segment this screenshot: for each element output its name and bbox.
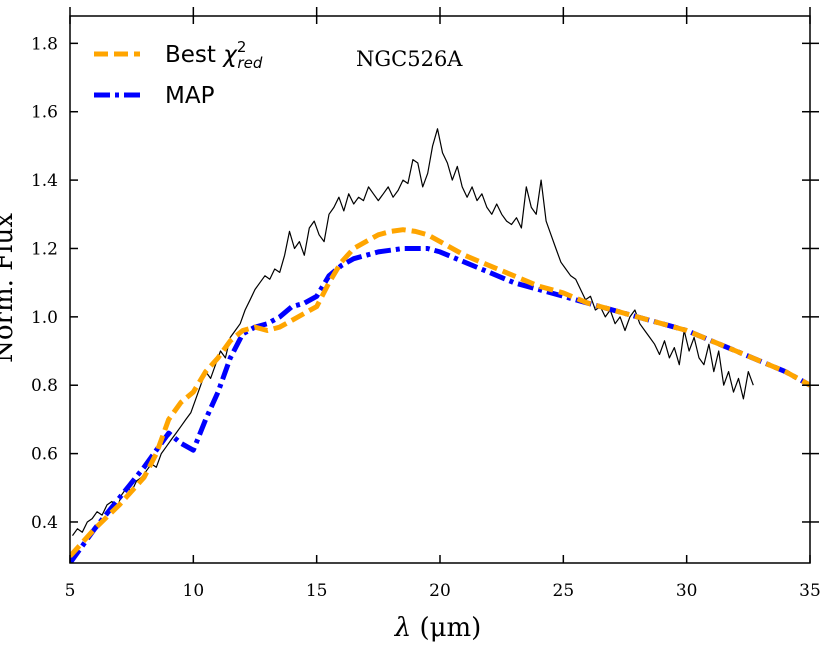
object-annotation: NGC526A: [356, 47, 463, 71]
legend-label-map: MAP: [165, 83, 215, 109]
best-fit-line: [70, 227, 810, 558]
y-tick-label: 1.6: [31, 103, 58, 123]
x-tick-label: 15: [306, 581, 328, 601]
y-tick-label: 1.8: [31, 34, 58, 54]
y-tick-label: 0.4: [31, 513, 58, 533]
observed-spectrum-line: [72, 128, 754, 536]
plot-frame: [69, 15, 811, 564]
legend-label-best-fit: Best χ2 red: [165, 38, 263, 72]
y-tick-label: 0.8: [31, 376, 58, 396]
x-tick-label: 5: [65, 581, 76, 601]
x-axis-label: λ (μm): [394, 613, 482, 643]
axis-ticks: 5 10 15 20 25 30 35 0.4 0.6 0.8 1.0 1.2 1.4 1.6 1.8: [31, 7, 821, 601]
legend: Best χ2 red MAP: [94, 38, 263, 109]
x-tick-label: 10: [183, 581, 205, 601]
y-tick-label: 1.2: [31, 239, 58, 259]
y-tick-label: 1.0: [31, 308, 58, 328]
y-axis-label: Norm. Flux: [0, 213, 19, 363]
x-tick-label: 25: [553, 581, 575, 601]
x-tick-label: 35: [799, 581, 821, 601]
x-tick-label: 30: [676, 581, 698, 601]
y-tick-label: 0.6: [31, 445, 58, 465]
y-tick-label: 1.4: [31, 171, 58, 191]
x-tick-label: 20: [429, 581, 451, 601]
plot-area: [70, 128, 810, 563]
